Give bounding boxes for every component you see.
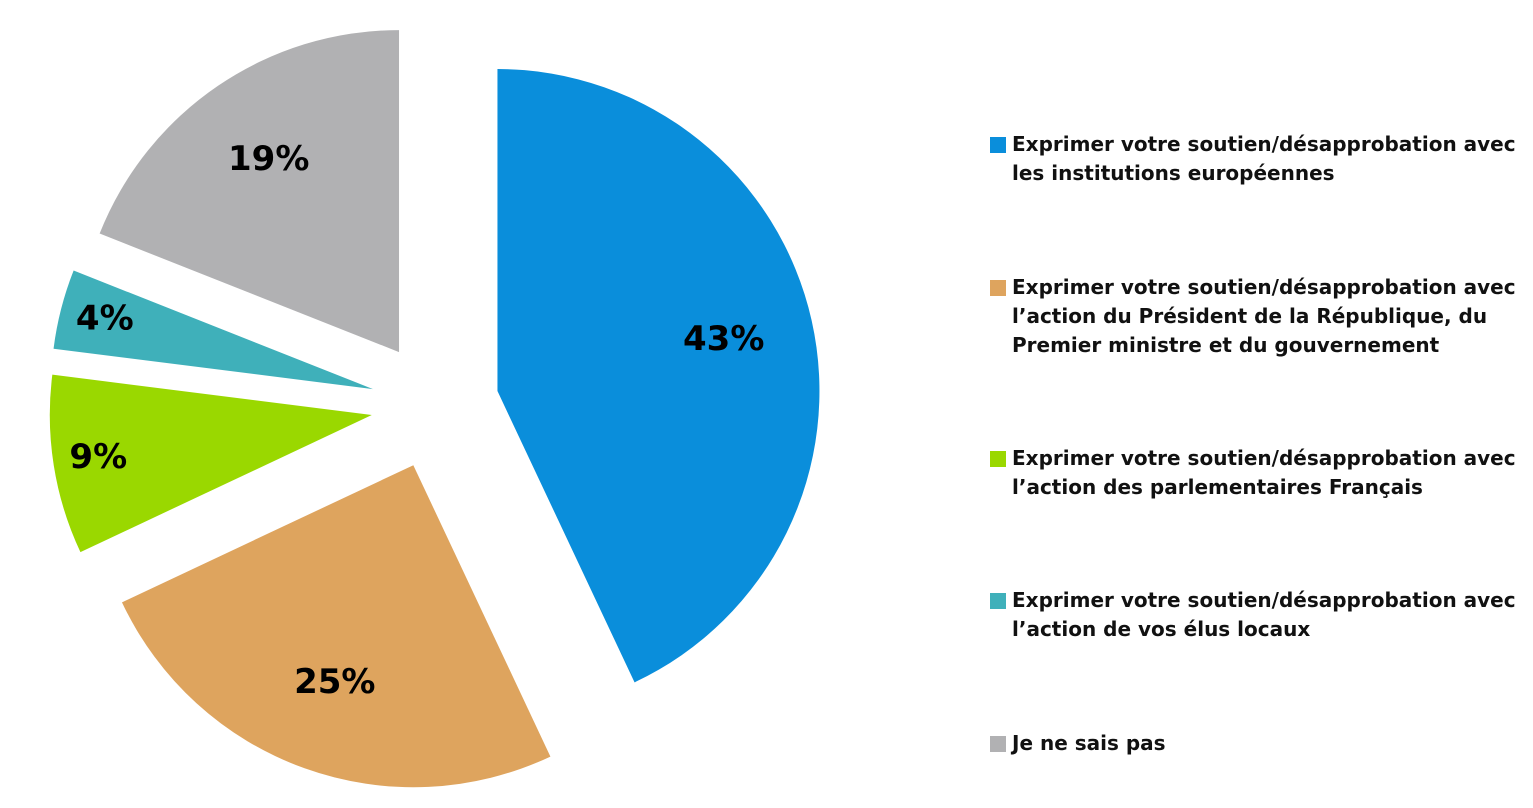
- data-label: 9%: [69, 437, 127, 477]
- legend-label: Exprimer votre soutien/désapprobation av…: [1012, 588, 1516, 642]
- legend-swatch: [990, 450, 1006, 467]
- legend-swatch: [990, 735, 1006, 752]
- legend-swatch: [990, 593, 1006, 610]
- data-label: 25%: [294, 662, 375, 702]
- pie-slice: [121, 465, 551, 788]
- data-label: 4%: [76, 299, 134, 339]
- legend-label: Je ne sais pas: [1012, 730, 1166, 755]
- pie-slice: [53, 270, 374, 390]
- pie-slice: [497, 69, 820, 683]
- legend-entry: Exprimer votre soutien/désapprobation av…: [990, 130, 1530, 188]
- legend-entry: Exprimer votre soutien/désapprobation av…: [990, 273, 1530, 360]
- data-label: 43%: [683, 319, 764, 359]
- legend-entry: Je ne sais pas: [990, 729, 1530, 758]
- legend-entry: Exprimer votre soutien/désapprobation av…: [990, 444, 1530, 502]
- legend-label: Exprimer votre soutien/désapprobation av…: [1012, 445, 1516, 499]
- pie: 43% 25% 9% 4% 19%: [49, 30, 820, 788]
- legend-swatch: [990, 137, 1006, 154]
- legend-entry: Exprimer votre soutien/désapprobation av…: [990, 586, 1530, 644]
- legend: Exprimer votre soutien/désapprobation av…: [990, 88, 1530, 800]
- legend-label: Exprimer votre soutien/désapprobation av…: [1012, 132, 1516, 186]
- data-label: 19%: [228, 139, 309, 179]
- legend-swatch: [990, 279, 1006, 296]
- pie-slice: [49, 374, 372, 553]
- pie-slice: [99, 30, 400, 353]
- legend-label: Exprimer votre soutien/désapprobation av…: [1012, 274, 1516, 357]
